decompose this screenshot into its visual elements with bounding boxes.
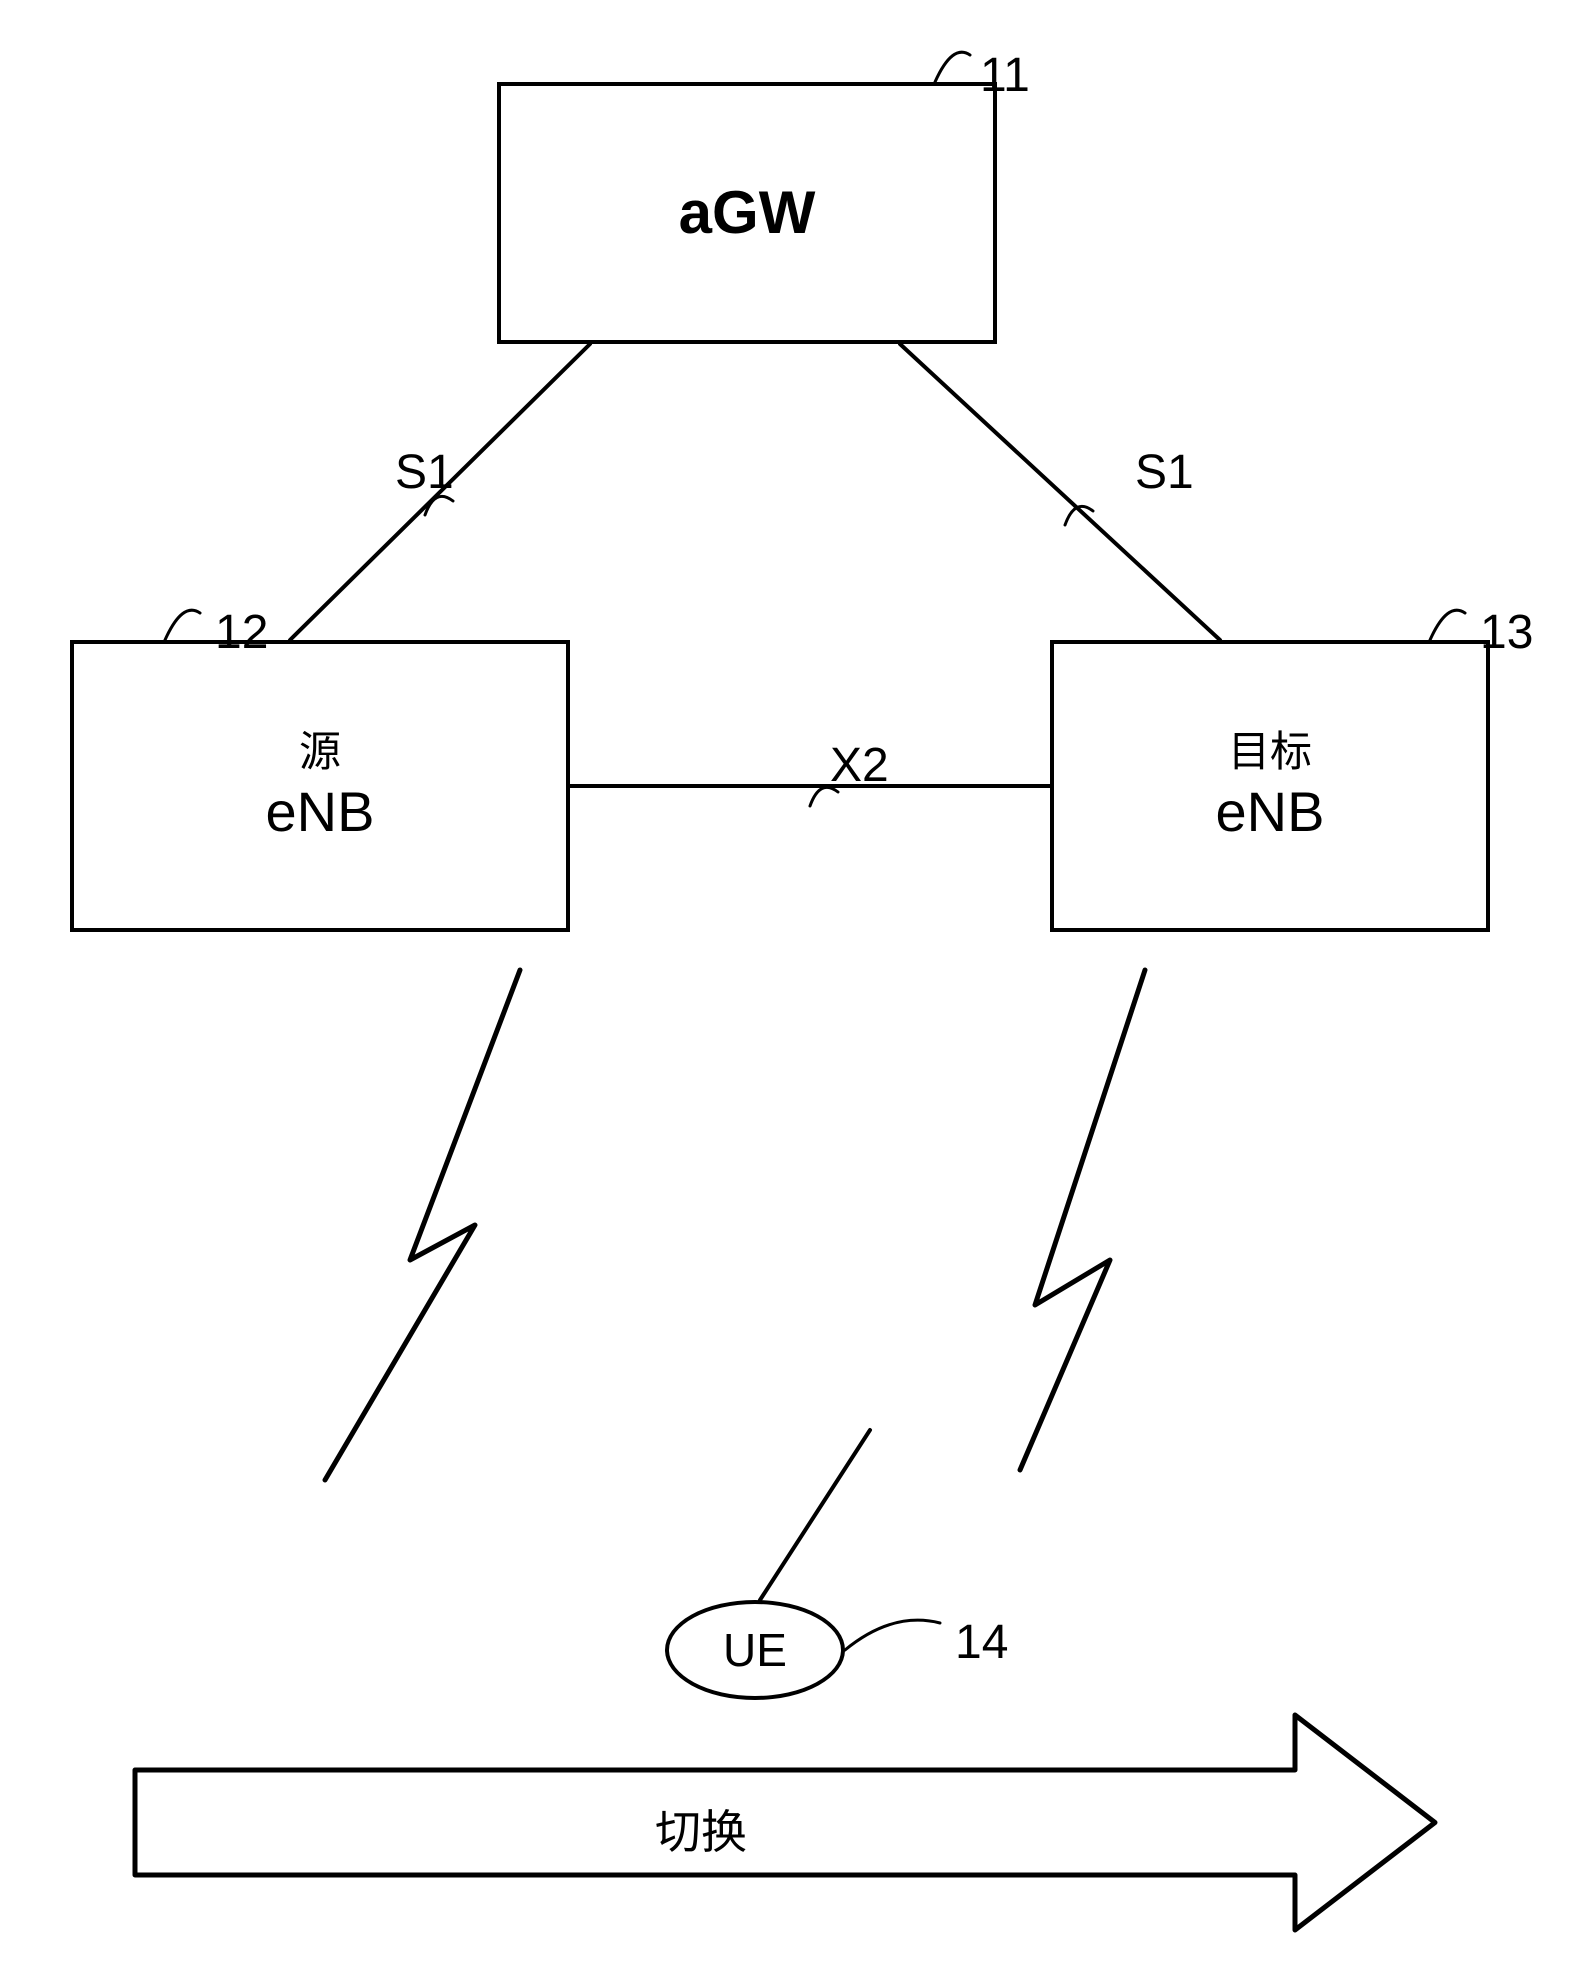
node-ue: UE xyxy=(665,1600,845,1700)
node-source-enb: 源 eNB xyxy=(70,640,570,932)
node-source-enb-label: eNB xyxy=(266,778,375,845)
edge-label-s1-left: S1 xyxy=(395,445,454,500)
callout-id-agw: 11 xyxy=(980,48,1030,103)
callout-id-target: 13 xyxy=(1480,605,1533,660)
node-agw: aGW xyxy=(497,82,997,344)
diagram-canvas: aGW 源 eNB 目标 eNB UE 11 12 13 14 S1 S1 X2… xyxy=(0,0,1573,1964)
callout-id-source: 12 xyxy=(215,605,268,660)
node-source-enb-sub: 源 xyxy=(299,727,341,777)
handover-arrow-label: 切换 xyxy=(655,1796,747,1862)
edge-label-x2: X2 xyxy=(830,738,889,793)
node-ue-label: UE xyxy=(723,1623,787,1677)
node-target-enb-label: eNB xyxy=(1216,778,1325,845)
callout-id-ue: 14 xyxy=(955,1615,1008,1670)
node-target-enb-sub: 目标 xyxy=(1228,727,1312,777)
node-agw-label: aGW xyxy=(679,177,816,249)
edge-label-s1-right: S1 xyxy=(1135,445,1194,500)
node-target-enb: 目标 eNB xyxy=(1050,640,1490,932)
